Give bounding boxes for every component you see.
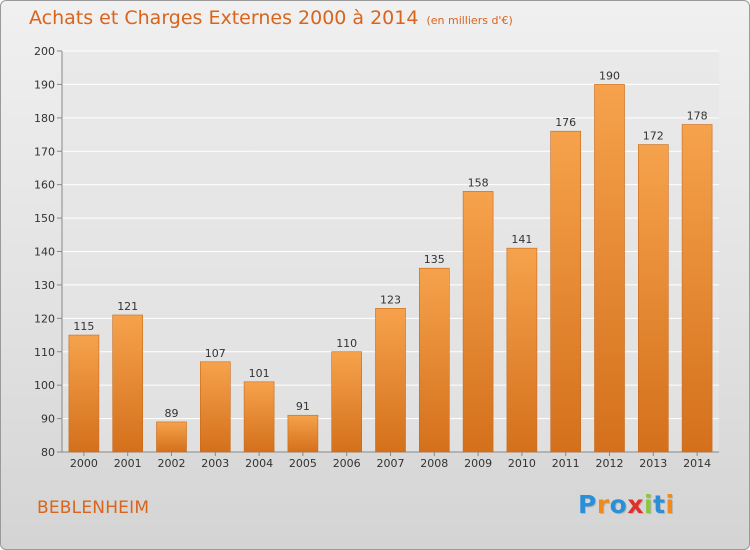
logo-letter: t (653, 490, 666, 519)
bar-value-label: 158 (468, 176, 489, 189)
bar-value-label: 115 (73, 320, 94, 333)
bar (506, 247, 538, 453)
bar-value-label: 91 (296, 400, 310, 413)
x-tick-label: 2010 (508, 457, 536, 470)
x-tick-label: 2011 (552, 457, 580, 470)
bar-value-label: 190 (599, 69, 620, 82)
logo-letter: r (596, 490, 610, 519)
bar-value-label: 101 (249, 367, 270, 380)
y-tick-label: 120 (34, 312, 55, 325)
x-tick-label: 2006 (333, 457, 361, 470)
x-tick-label: 2009 (464, 457, 492, 470)
bar-value-label: 110 (336, 337, 357, 350)
bar (418, 267, 450, 453)
bar-value-label: 107 (205, 347, 226, 360)
x-tick-label: 2001 (114, 457, 142, 470)
bar (594, 84, 625, 453)
logo-letter: P (578, 490, 597, 519)
y-tick-label: 110 (34, 346, 55, 359)
bar (200, 361, 231, 453)
bar (331, 351, 363, 453)
bar (156, 421, 187, 453)
bar-value-label: 135 (424, 253, 445, 266)
x-tick-label: 2004 (245, 457, 273, 470)
bar (287, 414, 319, 453)
y-tick-label: 150 (34, 212, 55, 225)
bar (112, 314, 143, 453)
x-tick-label: 2008 (420, 457, 448, 470)
bar-value-label: 89 (165, 407, 179, 420)
y-tick-label: 160 (34, 179, 55, 192)
bar (68, 334, 100, 453)
bar-value-label: 123 (380, 293, 401, 306)
y-tick-label: 140 (34, 246, 55, 259)
chart-title-text: Achats et Charges Externes 2000 à 2014 (29, 7, 419, 29)
x-tick-label: 2005 (289, 457, 317, 470)
logo-letter: x (627, 490, 644, 519)
logo-letter: i (665, 490, 675, 519)
x-tick-label: 2007 (377, 457, 405, 470)
y-tick-label: 80 (41, 446, 55, 459)
x-tick-label: 2003 (201, 457, 229, 470)
y-tick-label: 180 (34, 112, 55, 125)
y-tick-label: 170 (34, 145, 55, 158)
bar (681, 124, 713, 453)
chart-unit: (en milliers d'€) (426, 14, 513, 27)
x-tick-label: 2013 (639, 457, 667, 470)
bar-value-label: 121 (117, 300, 138, 313)
bar-value-label: 172 (643, 130, 664, 143)
y-tick-label: 130 (34, 279, 55, 292)
bar-value-label: 141 (511, 233, 532, 246)
city-name: BEBLENHEIM (37, 498, 150, 518)
bar (550, 130, 582, 453)
x-tick-label: 2012 (596, 457, 624, 470)
proxiti-logo: Proxiti (578, 490, 675, 519)
y-tick-label: 200 (34, 45, 55, 58)
y-tick-label: 100 (34, 379, 55, 392)
bar-value-label: 176 (555, 116, 576, 129)
bar (375, 308, 406, 453)
chart-title: Achats et Charges Externes 2000 à 2014 (e… (29, 7, 513, 29)
logo-letter: o (609, 490, 628, 519)
y-tick-label: 190 (34, 78, 55, 91)
bar-value-label: 178 (687, 110, 708, 123)
x-tick-label: 2002 (158, 457, 186, 470)
logo-letter: i (644, 490, 654, 519)
bar (462, 191, 494, 453)
y-tick-label: 90 (41, 413, 55, 426)
x-tick-label: 2014 (683, 457, 711, 470)
bar (243, 381, 275, 453)
bar (637, 144, 669, 453)
x-tick-label: 2000 (70, 457, 98, 470)
